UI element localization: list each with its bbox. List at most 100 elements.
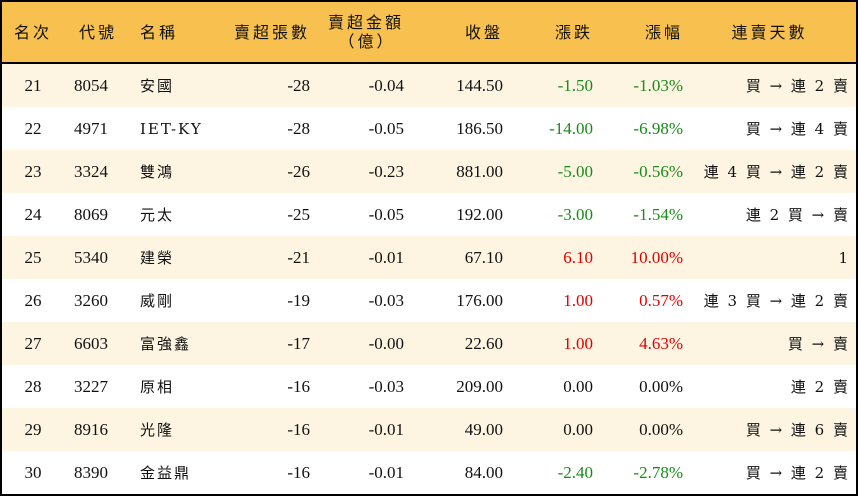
cell-close: 176.00 [456,290,503,310]
cell-name: 元太 [140,206,175,224]
cell-net-lots: -16 [287,376,310,396]
header-pct: 漲幅 [593,2,683,64]
cell-name: 光隆 [132,408,222,451]
cell-change: 0.00 [503,408,593,451]
cell-net-amount: -0.03 [368,290,404,310]
cell-name: 原相 [140,378,175,396]
table-row[interactable]: 22 4971 IET-KY -28 -0.05 186.50 -14.00 -6.98% 買 … [2,107,856,150]
cell-change: 0.00 [563,376,593,396]
cell-change: 6.10 [503,236,593,279]
header-net-amount: 賣超金額 （億） [310,2,412,64]
cell-close: 192.00 [456,204,503,224]
cell-net-amount: -0.04 [310,63,412,107]
cell-rank: 28 [24,376,42,396]
cell-streak: 買 → 連 2 賣 [745,464,850,482]
cell-change: -2.40 [557,462,593,482]
cell-name: 安國 [132,63,222,107]
header-streak: 連賣天數 [683,2,856,64]
cell-close: 49.00 [412,408,503,451]
cell-name: 建榮 [132,236,222,279]
table-row[interactable]: 28 3227 原相 -16 -0.03 209.00 0.00 0.00% 連 2 賣 [2,365,856,408]
cell-change: -5.00 [503,150,593,193]
cell-net-amount: -0.01 [310,236,412,279]
cell-net-lots: -26 [222,150,310,193]
cell-rank: 21 [2,63,64,107]
cell-net-lots: -21 [222,236,310,279]
cell-net-lots: -28 [287,118,310,138]
table-row[interactable]: 21 8054 安國 -28 -0.04 144.50 -1.50 -1.03% 買 → 連 2… [2,63,856,107]
cell-code: 5340 [64,236,132,279]
cell-close: 209.00 [456,376,503,396]
cell-change: -3.00 [557,204,593,224]
cell-close: 22.60 [412,322,503,365]
header-row: 名次 代號 名稱 賣超張數 賣超金額 （億） 收盤 漲跌 漲幅 連賣天數 [2,2,856,64]
cell-net-amount: -0.23 [310,150,412,193]
table-row[interactable]: 23 3324 雙鴻 -26 -0.23 881.00 -5.00 -0.56% 連 4 買 →… [2,150,856,193]
header-close: 收盤 [412,2,503,64]
cell-net-lots: -16 [287,462,310,482]
cell-rank: 30 [24,462,42,482]
cell-rank: 27 [2,322,64,365]
cell-close: 84.00 [464,462,503,482]
cell-net-amount: -0.03 [368,376,404,396]
cell-rank: 23 [2,150,64,193]
cell-streak: 1 [683,236,856,279]
table-row[interactable]: 24 8069 元太 -25 -0.05 192.00 -3.00 -1.54% 連 2 買 →… [2,193,856,236]
cell-code: 8390 [74,462,108,482]
table-row[interactable]: 26 3260 威剛 -19 -0.03 176.00 1.00 0.57% 連 3 買 → 連… [2,279,856,322]
cell-pct: -1.03% [593,63,683,107]
cell-net-amount: -0.01 [368,462,404,482]
cell-change: -14.00 [549,118,593,138]
table-row[interactable]: 27 6603 富強鑫 -17 -0.00 22.60 1.00 4.63% 買 → 賣 [2,322,856,365]
cell-pct: -2.78% [633,462,683,482]
cell-pct: -6.98% [633,118,683,138]
cell-streak: 買 → 連 2 賣 [683,63,856,107]
table-row[interactable]: 25 5340 建榮 -21 -0.01 67.10 6.10 10.00% 1 [2,236,856,279]
cell-close: 67.10 [412,236,503,279]
cell-pct: 0.00% [639,376,683,396]
cell-pct: 0.00% [593,408,683,451]
cell-close: 186.50 [456,118,503,138]
header-net-amount-unit: （億） [338,32,396,51]
cell-name: 金益鼎 [140,464,192,482]
cell-pct: 4.63% [593,322,683,365]
cell-close: 144.50 [412,63,503,107]
cell-name: 雙鴻 [132,150,222,193]
cell-streak: 連 3 買 → 連 2 賣 [703,292,850,310]
cell-net-amount: -0.05 [368,118,404,138]
cell-code: 6603 [64,322,132,365]
cell-code: 8916 [64,408,132,451]
cell-net-amount: -0.00 [310,322,412,365]
cell-net-amount: -0.01 [310,408,412,451]
table-row[interactable]: 30 8390 金益鼎 -16 -0.01 84.00 -2.40 -2.78% 買 → 連 2… [2,451,856,494]
header-name: 名稱 [132,2,222,64]
cell-pct: -0.56% [593,150,683,193]
header-net-lots: 賣超張數 [222,2,310,64]
header-change: 漲跌 [503,2,593,64]
cell-rank: 29 [2,408,64,451]
cell-net-lots: -17 [222,322,310,365]
cell-net-lots: -28 [222,63,310,107]
header-net-amount-label: 賣超金額 [327,13,404,32]
cell-net-lots: -16 [222,408,310,451]
cell-pct: 10.00% [593,236,683,279]
cell-rank: 24 [24,204,42,224]
cell-code: 3227 [74,376,108,396]
table-row[interactable]: 29 8916 光隆 -16 -0.01 49.00 0.00 0.00% 買 → 連 6 賣 [2,408,856,451]
cell-change: 1.00 [503,322,593,365]
cell-code: 3260 [74,290,108,310]
cell-code: 8054 [64,63,132,107]
cell-code: 8069 [74,204,108,224]
header-rank: 名次 [2,2,64,64]
header-code: 代號 [64,2,132,64]
cell-rank: 25 [2,236,64,279]
cell-name: IET-KY [140,119,203,138]
cell-net-amount: -0.05 [368,204,404,224]
cell-name: 威剛 [140,292,175,310]
cell-pct: -1.54% [633,204,683,224]
cell-net-lots: -19 [287,290,310,310]
cell-close: 881.00 [412,150,503,193]
cell-change: -1.50 [503,63,593,107]
cell-name: 富強鑫 [132,322,222,365]
